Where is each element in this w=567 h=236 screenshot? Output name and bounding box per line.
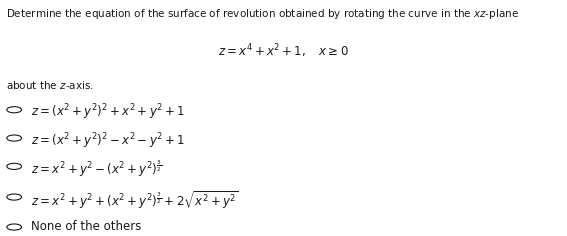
Text: $z = x^4 + x^2 + 1, \quad x \geq 0$: $z = x^4 + x^2 + 1, \quad x \geq 0$ bbox=[218, 42, 349, 60]
Text: $z = (x^2 + y^2)^2 - x^2 - y^2 + 1$: $z = (x^2 + y^2)^2 - x^2 - y^2 + 1$ bbox=[31, 131, 185, 151]
Text: None of the others: None of the others bbox=[31, 220, 142, 233]
Text: $z = (x^2 + y^2)^2 + x^2 + y^2 + 1$: $z = (x^2 + y^2)^2 + x^2 + y^2 + 1$ bbox=[31, 103, 185, 122]
Text: $z = x^2 + y^2 - (x^2 + y^2)^{\frac{3}{2}}$: $z = x^2 + y^2 - (x^2 + y^2)^{\frac{3}{2… bbox=[31, 159, 163, 179]
Text: about the $z$-axis.: about the $z$-axis. bbox=[6, 79, 94, 91]
Text: Determine the equation of the surface of revolution obtained by rotating the cur: Determine the equation of the surface of… bbox=[6, 7, 519, 21]
Text: $z = x^2 + y^2 + (x^2 + y^2)^{\frac{3}{2}} + 2\sqrt{x^2 + y^2}$: $z = x^2 + y^2 + (x^2 + y^2)^{\frac{3}{2… bbox=[31, 190, 239, 212]
